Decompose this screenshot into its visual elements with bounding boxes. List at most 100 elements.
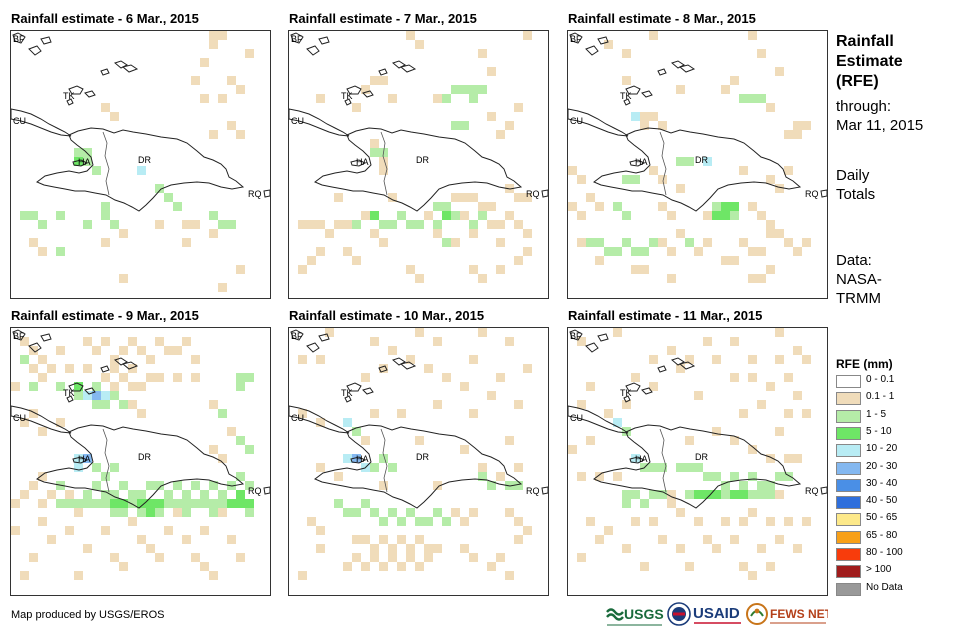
- rainfall-cell: [173, 202, 182, 211]
- rainfall-cell: [415, 562, 424, 571]
- rainfall-cell: [649, 490, 658, 499]
- rainfall-cell: [92, 391, 101, 400]
- rainfall-cell: [415, 328, 424, 337]
- rainfall-cell: [586, 436, 595, 445]
- rainfall-cell: [182, 499, 191, 508]
- rainfall-cell: [83, 391, 92, 400]
- legend-label: 1 - 5: [866, 408, 887, 420]
- rainfall-cell: [577, 472, 586, 481]
- country-label-rq: RQ: [805, 486, 819, 496]
- rainfall-cell: [227, 535, 236, 544]
- rainfall-cell: [793, 391, 802, 400]
- rainfall-cell: [784, 238, 793, 247]
- rainfall-cell: [406, 355, 415, 364]
- rainfall-cell: [74, 499, 83, 508]
- rainfall-cell: [667, 490, 676, 499]
- rainfall-cell: [200, 490, 209, 499]
- rainfall-cell: [316, 526, 325, 535]
- legend-label: 80 - 100: [866, 547, 903, 558]
- rainfall-cell: [236, 130, 245, 139]
- rainfall-cell: [343, 418, 352, 427]
- rainfall-cell: [316, 94, 325, 103]
- bahamas-island-outline: [28, 342, 42, 353]
- rainfall-cell: [110, 355, 119, 364]
- rainfall-cell: [298, 409, 307, 418]
- rainfall-cell: [766, 220, 775, 229]
- panel-title-mar-7: Rainfall estimate - 7 Mar., 2015: [289, 11, 477, 26]
- rainfall-cell: [721, 202, 730, 211]
- rainfall-cell: [703, 211, 712, 220]
- rainfall-cell: [379, 481, 388, 490]
- totals-label: Totals: [836, 186, 876, 203]
- bahamas-island-outline: [84, 387, 96, 395]
- bahamas-island-outline: [100, 68, 110, 76]
- rainfall-cell: [622, 211, 631, 220]
- rainfall-cell: [128, 364, 137, 373]
- puerto-rico-outline: [820, 486, 827, 495]
- rainfall-cell: [451, 85, 460, 94]
- map-series-title: Rainfall Estimate (RFE): [836, 32, 903, 92]
- rainfall-cell: [433, 481, 442, 490]
- rainfall-cell: [200, 526, 209, 535]
- rainfall-cell: [370, 211, 379, 220]
- rainfall-cell: [182, 535, 191, 544]
- rainfall-cell: [703, 472, 712, 481]
- rainfall-cell: [352, 508, 361, 517]
- bahamas-island-outline: [378, 365, 388, 373]
- map-canvas: BF TK CU HA DR RQ: [11, 31, 270, 292]
- rainfall-cell: [649, 355, 658, 364]
- rainfall-cell: [119, 274, 128, 283]
- rainfall-cell: [649, 517, 658, 526]
- rainfall-cell: [775, 328, 784, 337]
- rainfall-cell: [739, 481, 748, 490]
- rainfall-cell: [388, 544, 397, 553]
- rainfall-cell: [191, 76, 200, 85]
- through-date-block: through: Mar 11, 2015: [836, 97, 923, 135]
- rainfall-cell: [137, 535, 146, 544]
- rainfall-cell: [505, 436, 514, 445]
- puerto-rico-outline: [263, 486, 270, 495]
- rainfall-cell: [433, 220, 442, 229]
- rainfall-cell: [496, 220, 505, 229]
- country-label-tk: TK: [620, 91, 632, 101]
- rainfall-cell: [577, 175, 586, 184]
- rainfall-cell: [29, 211, 38, 220]
- puerto-rico-outline: [820, 189, 827, 198]
- legend-label: 30 - 40: [866, 477, 898, 489]
- rainfall-cell: [415, 436, 424, 445]
- rainfall-cell: [119, 373, 128, 382]
- country-label-dr: DR: [416, 155, 429, 165]
- rainfall-cell: [784, 472, 793, 481]
- rainfall-cell: [478, 472, 487, 481]
- rainfall-cell: [101, 238, 110, 247]
- rainfall-cell: [766, 517, 775, 526]
- rainfall-cell: [209, 130, 218, 139]
- rainfall-cell: [577, 211, 586, 220]
- through-date: Mar 11, 2015: [836, 117, 924, 134]
- usgs-logo-text: USGS: [624, 606, 664, 622]
- cuba-outline: [11, 405, 72, 434]
- rainfall-cell: [74, 463, 83, 472]
- hispaniola-outline: [593, 127, 802, 212]
- rainfall-cell: [325, 328, 334, 337]
- rainfall-cell: [343, 454, 352, 463]
- panel-title-mar-8: Rainfall estimate - 8 Mar., 2015: [568, 11, 756, 26]
- rainfall-cell: [586, 382, 595, 391]
- gonave-outline: [72, 159, 89, 167]
- rainfall-cell: [146, 499, 155, 508]
- rainfall-cell: [218, 454, 227, 463]
- rainfall-cell: [92, 499, 101, 508]
- country-label-ha: HA: [78, 454, 91, 464]
- rainfall-cell: [298, 571, 307, 580]
- rainfall-cell: [658, 463, 667, 472]
- bahamas-island-outline: [391, 357, 406, 366]
- rainfall-cell: [613, 247, 622, 256]
- rainfall-cell: [604, 40, 613, 49]
- rainfall-cell: [137, 490, 146, 499]
- bahamas-island-outline: [362, 90, 374, 98]
- country-label-cu: CU: [570, 116, 583, 126]
- country-label-dr: DR: [695, 155, 708, 165]
- country-label-cu: CU: [13, 413, 26, 423]
- country-label-bf: BF: [291, 34, 303, 44]
- rainfall-cell: [298, 355, 307, 364]
